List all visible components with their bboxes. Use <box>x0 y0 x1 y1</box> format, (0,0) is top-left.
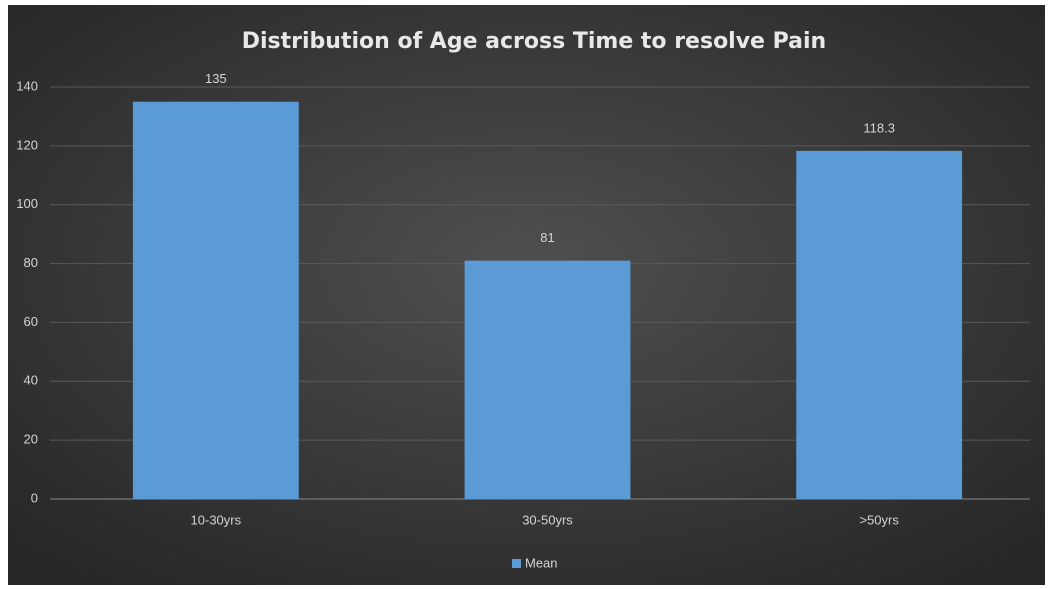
data-label: 81 <box>540 230 554 245</box>
y-tick-label: 40 <box>24 373 38 388</box>
x-tick-label: 30-50yrs <box>522 512 573 527</box>
y-tick-label: 120 <box>16 137 38 152</box>
legend-swatch <box>512 559 521 568</box>
y-tick-label: 80 <box>24 255 38 270</box>
y-tick-label: 60 <box>24 314 38 329</box>
y-tick-label: 0 <box>31 490 38 505</box>
y-tick-label: 140 <box>16 78 38 93</box>
x-tick-label: 10-30yrs <box>191 512 242 527</box>
bar <box>796 150 963 500</box>
chart-title: Distribution of Age across Time to resol… <box>242 29 826 54</box>
legend-label: Mean <box>525 555 558 570</box>
data-label: 118.3 <box>863 120 895 135</box>
bar <box>132 101 299 499</box>
y-tick-label: 20 <box>24 432 38 447</box>
bar <box>464 260 631 499</box>
data-label: 135 <box>205 71 227 86</box>
x-tick-label: >50yrs <box>859 512 899 527</box>
y-tick-label: 100 <box>16 196 38 211</box>
